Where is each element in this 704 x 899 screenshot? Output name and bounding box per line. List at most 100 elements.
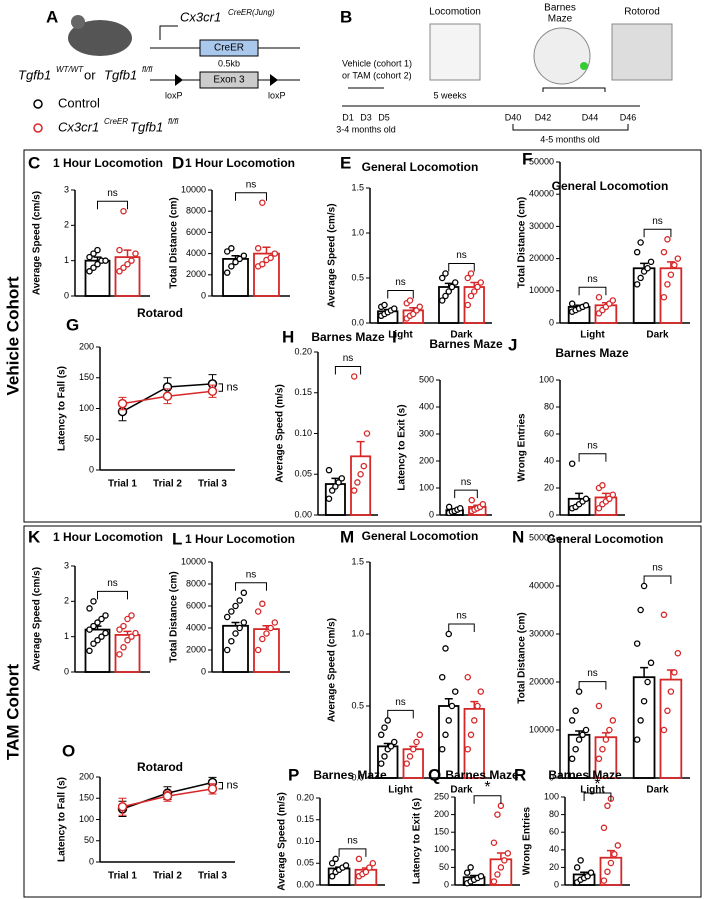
data-point [640, 697, 648, 705]
significance-label: ns [461, 477, 472, 488]
y-axis-label: Total Distance (cm) [517, 197, 528, 289]
timeline-text: 5 weeks [433, 90, 467, 100]
y-tick-label: 20000 [529, 253, 554, 263]
age-bracket [512, 124, 629, 131]
data-point [124, 636, 131, 644]
data-point [403, 760, 411, 767]
y-axis-label: Latency to Exit (s) [412, 798, 423, 884]
data-point [259, 600, 266, 608]
bar [632, 267, 656, 324]
significance-bracket [387, 290, 414, 299]
test-label: Barnes [544, 3, 576, 14]
data-point [477, 872, 485, 880]
day-label: D44 [582, 112, 599, 122]
x-tick-label: Dark [646, 785, 669, 796]
data-point [611, 850, 618, 858]
y-tick-label: 0.5 [351, 700, 364, 710]
legend-label: Cx3cr1 [58, 119, 99, 134]
chart-panel: F General Locomotion Total Distance (cm) 0 1… [517, 149, 690, 341]
y-tick-label: 2 [64, 596, 69, 606]
data-point [90, 598, 97, 605]
data-point [381, 724, 388, 731]
cohort-box [23, 149, 702, 523]
data-point [325, 495, 333, 502]
data-point [128, 633, 135, 640]
significance-label: ns [227, 381, 239, 393]
gene-sup: CreER(Jung) [228, 8, 275, 17]
x-tick-label: Trial 3 [198, 871, 227, 882]
error-bar [93, 256, 102, 261]
y-tick-label: 0 [64, 666, 69, 676]
y-tick-label: 100 [79, 814, 94, 824]
data-point [595, 293, 603, 301]
data-point [633, 248, 641, 256]
y-tick-label: 50000 [529, 156, 554, 166]
significance-bracket [218, 383, 223, 392]
chart-title: 1 Hour Locomotion [185, 532, 295, 546]
error-bar [123, 249, 132, 258]
y-tick-label: 0 [444, 879, 449, 889]
data-point [438, 297, 446, 304]
data-point [390, 305, 398, 312]
panel-letter: J [508, 335, 517, 354]
creer-label: CreER [214, 43, 244, 54]
data-point [254, 245, 262, 252]
y-tick-label: 10000 [529, 285, 554, 295]
panel-letter: H [282, 327, 294, 346]
significance-label: ns [347, 836, 358, 847]
genotype-sup: WT/WT [56, 65, 84, 74]
data-point [236, 597, 243, 604]
data-point [132, 250, 139, 257]
data-point [98, 633, 105, 640]
data-point [387, 743, 395, 750]
significance-bracket [218, 782, 223, 790]
data-point [240, 589, 248, 597]
chart-title: 1 Hour Locomotion [53, 156, 163, 170]
chart-panel: G Rotarod Latency to Fall (s) 0 50 100 150 200 T… [57, 306, 239, 489]
chart-panel: J Barnes Maze Wrong Entries 0 20 40 60 80 100 ns [508, 335, 629, 519]
panel-letter: K [28, 527, 41, 546]
significance-bracket [448, 623, 475, 632]
barnes-maze [533, 27, 591, 85]
data-point [667, 271, 675, 278]
data-point [90, 622, 97, 630]
y-axis-label: Wrong Entries [522, 806, 533, 875]
data-point [128, 257, 135, 264]
chart-panel: N General Locomotion Total Distance (cm) 0 1… [512, 527, 690, 796]
y-tick-label: 0 [64, 290, 69, 300]
data-point [604, 868, 611, 876]
data-point [102, 629, 109, 637]
data-point [259, 260, 266, 268]
data-point [223, 269, 231, 276]
data-point [117, 398, 128, 409]
y-tick-label: 250 [434, 791, 449, 801]
data-point [86, 626, 93, 633]
data-point [116, 268, 123, 275]
chart-panel: R Barnes Maze Wrong Entries 0 20 40 60 80 100 * [514, 765, 630, 889]
data-point [416, 303, 424, 311]
data-point [271, 619, 279, 626]
y-tick-label: 1.0 [351, 227, 364, 237]
data-point [120, 644, 127, 651]
error-bar [575, 492, 584, 499]
data-point [477, 279, 485, 286]
y-tick-label: 0.5 [351, 272, 364, 282]
y-tick-label: 20000 [529, 676, 554, 686]
y-tick-label: 4000 [186, 248, 206, 258]
data-point [609, 297, 617, 304]
data-point [647, 659, 655, 667]
y-tick-label: 0.20 [296, 792, 314, 802]
significance-label: ns [395, 697, 406, 708]
y-tick-label: 100 [539, 374, 554, 384]
y-tick-label: 0.20 [294, 346, 312, 356]
data-point [573, 864, 581, 871]
test-label: Locomotion [429, 7, 481, 18]
y-tick-label: 0 [429, 509, 434, 519]
legend-marker [33, 99, 43, 109]
data-point [263, 630, 270, 637]
data-point [354, 479, 361, 486]
data-point [467, 292, 475, 300]
significance-label: ns [107, 188, 118, 199]
